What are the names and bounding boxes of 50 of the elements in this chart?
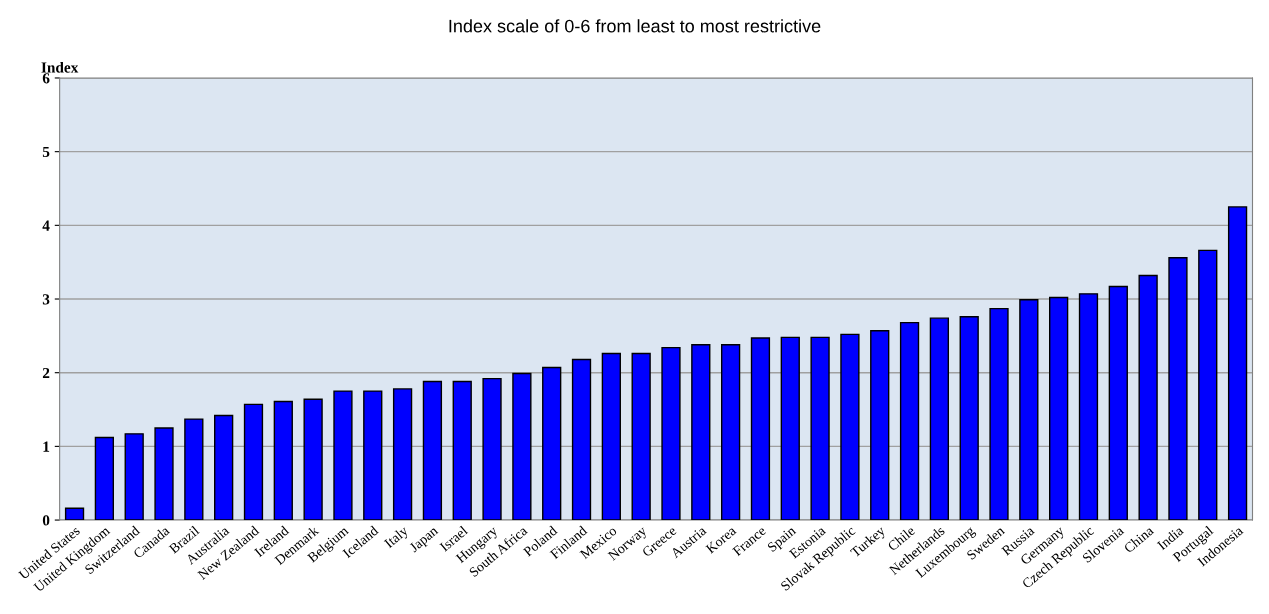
y-tick-label: 2 (42, 367, 50, 378)
bar (1108, 285, 1128, 521)
bar (184, 418, 204, 521)
bar (154, 427, 174, 521)
bar (691, 344, 711, 521)
chart-title: Index scale of 0-6 from least to most restrictive (449, 19, 821, 33)
bar (482, 377, 502, 521)
bar (1019, 299, 1039, 521)
bar (870, 330, 890, 521)
bar (124, 433, 144, 521)
x-tick-label: Italy (383, 524, 411, 551)
y-tick-label: 0 (42, 515, 50, 526)
bar (1198, 249, 1218, 521)
bar (661, 346, 681, 521)
bar (1049, 296, 1069, 521)
bar (1227, 206, 1248, 521)
bar (899, 321, 920, 521)
y-axis-title: Index (41, 61, 79, 73)
bar (512, 372, 532, 521)
y-tick-label: 4 (42, 220, 50, 231)
bar (959, 316, 979, 521)
bar (631, 352, 651, 521)
bar (1168, 257, 1188, 521)
bar (542, 366, 562, 521)
bar (750, 337, 771, 521)
bar (989, 307, 1009, 521)
bar (810, 336, 830, 521)
bar (273, 400, 293, 521)
bar (64, 507, 85, 521)
y-tick-label: 1 (43, 441, 50, 452)
bar (392, 388, 413, 521)
bar (571, 358, 592, 521)
bar (1078, 293, 1099, 521)
bar (452, 380, 472, 521)
bar (780, 336, 800, 521)
bar (333, 390, 353, 521)
bar (94, 436, 115, 521)
bar (720, 344, 741, 521)
bar (214, 414, 234, 521)
y-tick-label: 5 (42, 146, 50, 158)
bar (601, 352, 621, 521)
y-tick-label: 3 (42, 294, 50, 305)
bar (422, 380, 443, 521)
bar (303, 398, 323, 521)
bar (1138, 274, 1158, 521)
y-tick-label: 6 (42, 73, 50, 84)
bar (363, 390, 383, 521)
bar (840, 333, 860, 521)
bar (243, 403, 264, 521)
bar (929, 317, 950, 521)
